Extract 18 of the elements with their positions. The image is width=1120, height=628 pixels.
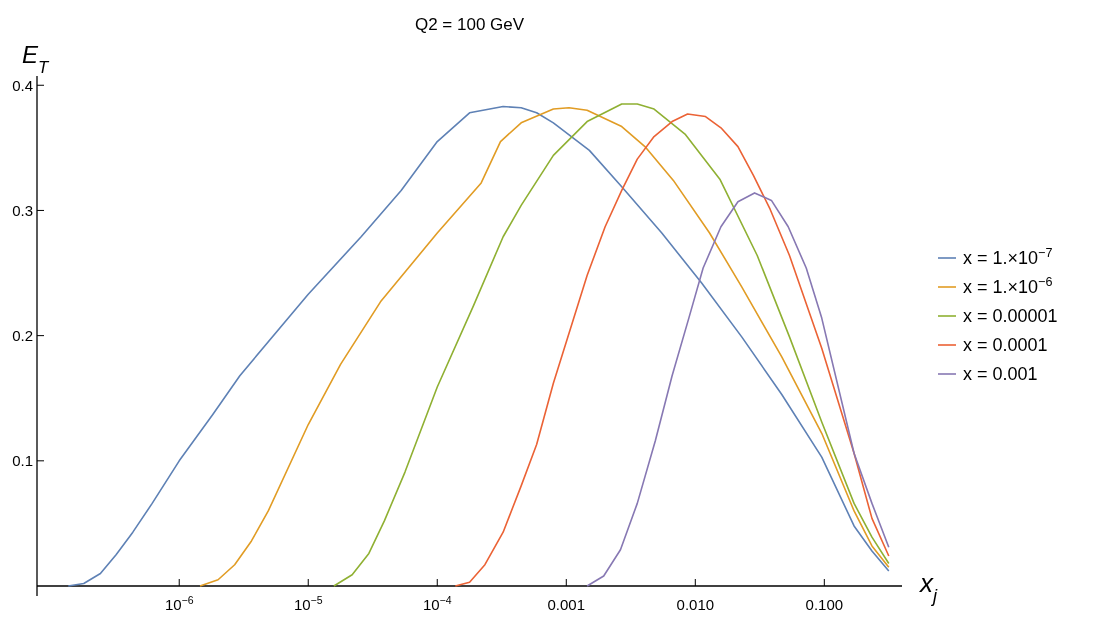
x-tick-label: 10$^{−4}$	[422, 594, 452, 613]
x-tick-label: 10$^{−6}$	[164, 594, 194, 613]
y-tick-label: 0.4	[12, 76, 33, 94]
x-tick-label: 0.100	[805, 596, 844, 613]
y-tick-label: 0.2	[12, 326, 33, 344]
x-tick-label: 10$^{−5}$	[293, 594, 323, 613]
y-tick-label: 0.3	[12, 201, 33, 219]
x-tick-label: 0.001	[547, 596, 586, 613]
legend-label: x = 1.×10$^{−7}$	[963, 246, 1053, 269]
legend-label: x = 1.×10$^{−6}$	[963, 275, 1053, 298]
legend-label: x = 0.0001	[963, 335, 1048, 356]
legend-label: x = 0.001	[963, 364, 1038, 385]
chart-title: Q2 = 100 GeV	[414, 15, 525, 34]
x-axis-title: x$_{j}$	[918, 568, 938, 606]
x-tick-label: 0.010	[676, 596, 715, 613]
y-tick-label: 0.1	[12, 452, 33, 470]
y-axis-title: E$_{T}$	[22, 41, 51, 77]
legend-label: x = 0.00001	[963, 306, 1058, 327]
